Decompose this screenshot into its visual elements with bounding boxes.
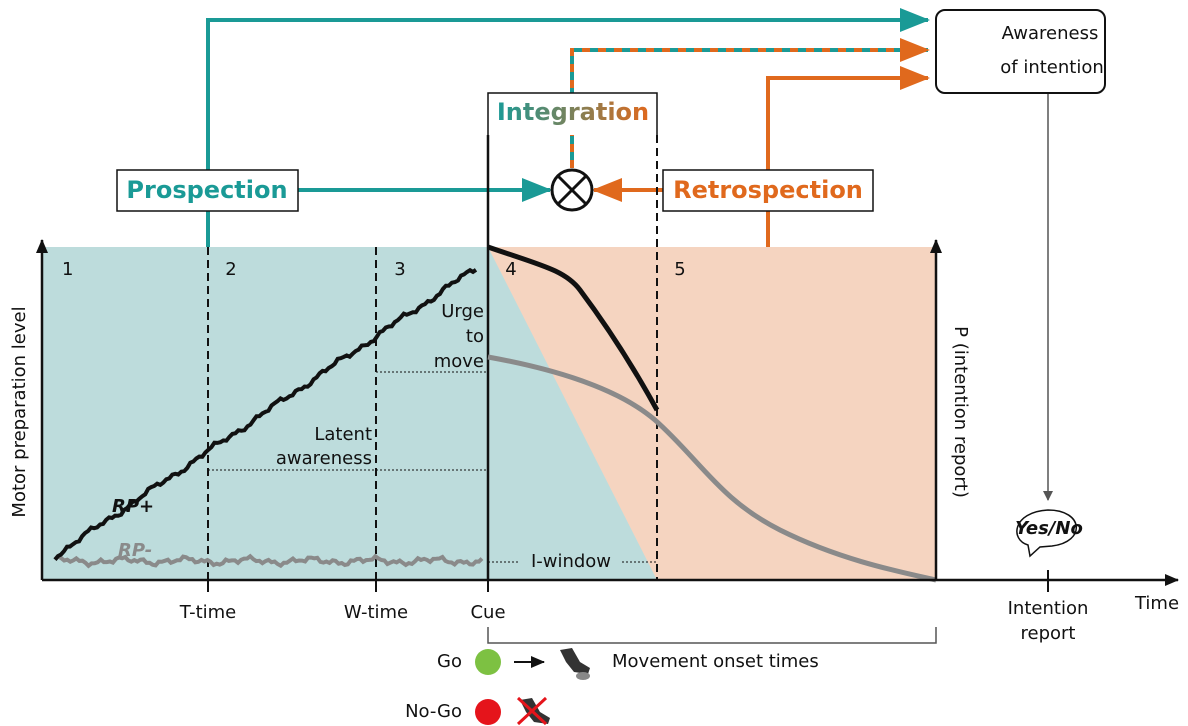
i-window-label: I-window — [531, 551, 611, 572]
x-tick-label: report — [1021, 623, 1076, 644]
latent-label: Latent — [314, 424, 372, 445]
x-ticks — [207, 570, 1049, 592]
y-axis-label: Motor preparation level — [9, 306, 30, 517]
rp-minus-trace — [53, 553, 484, 569]
urge-label: Urge — [441, 301, 484, 322]
x-axis-label: Time — [1134, 593, 1179, 614]
rp-plus-post-cue — [487, 244, 660, 412]
prospection-label: Prospection — [126, 176, 287, 204]
awareness-line: Awareness — [1002, 23, 1099, 44]
awareness-box — [935, 9, 1106, 94]
integrator — [550, 168, 594, 212]
go-dot — [475, 649, 501, 675]
integration-wedge — [488, 247, 657, 580]
retrospection-box — [662, 169, 874, 212]
x-tick-label: T-time — [179, 602, 237, 623]
no-go-dot — [475, 699, 501, 725]
retrospection-label: Retrospection — [673, 176, 863, 204]
integration-box — [487, 92, 658, 135]
urge-label: to — [466, 326, 484, 347]
rp-plus-trace — [53, 267, 478, 561]
awareness-line: of intention — [1000, 57, 1104, 78]
no-go-label: No-Go — [405, 701, 462, 722]
phase-number: 4 — [505, 259, 516, 280]
y2-axis-label: P (intention report) — [950, 326, 971, 498]
phase-number: 5 — [674, 259, 685, 280]
rp-plus-label: RP+ — [112, 496, 154, 517]
crossed-foot-icon — [516, 696, 550, 726]
movement-onset-label: Movement onset times — [612, 651, 819, 672]
speech-bubble — [1016, 509, 1077, 558]
rp-minus-post-cue — [487, 354, 937, 583]
phase-number: 2 — [225, 259, 236, 280]
retrospection-arrow — [766, 66, 930, 247]
integration-label: Integration — [497, 98, 649, 126]
phase-number: 1 — [62, 259, 73, 280]
foot-icon — [560, 648, 590, 680]
prospection-box — [116, 169, 299, 212]
report-bubble-text: Yes/No — [1015, 518, 1083, 539]
rp-minus-label: RP- — [118, 540, 152, 561]
latent-label: awareness — [276, 448, 372, 469]
x-tick-label: W-time — [344, 602, 408, 623]
go-label: Go — [437, 651, 462, 672]
phase-number: 3 — [394, 259, 405, 280]
x-tick-label: Cue — [470, 602, 505, 623]
onset-bracket — [487, 627, 937, 644]
x-tick-label: Intention — [1008, 598, 1089, 619]
urge-label: move — [434, 351, 484, 372]
